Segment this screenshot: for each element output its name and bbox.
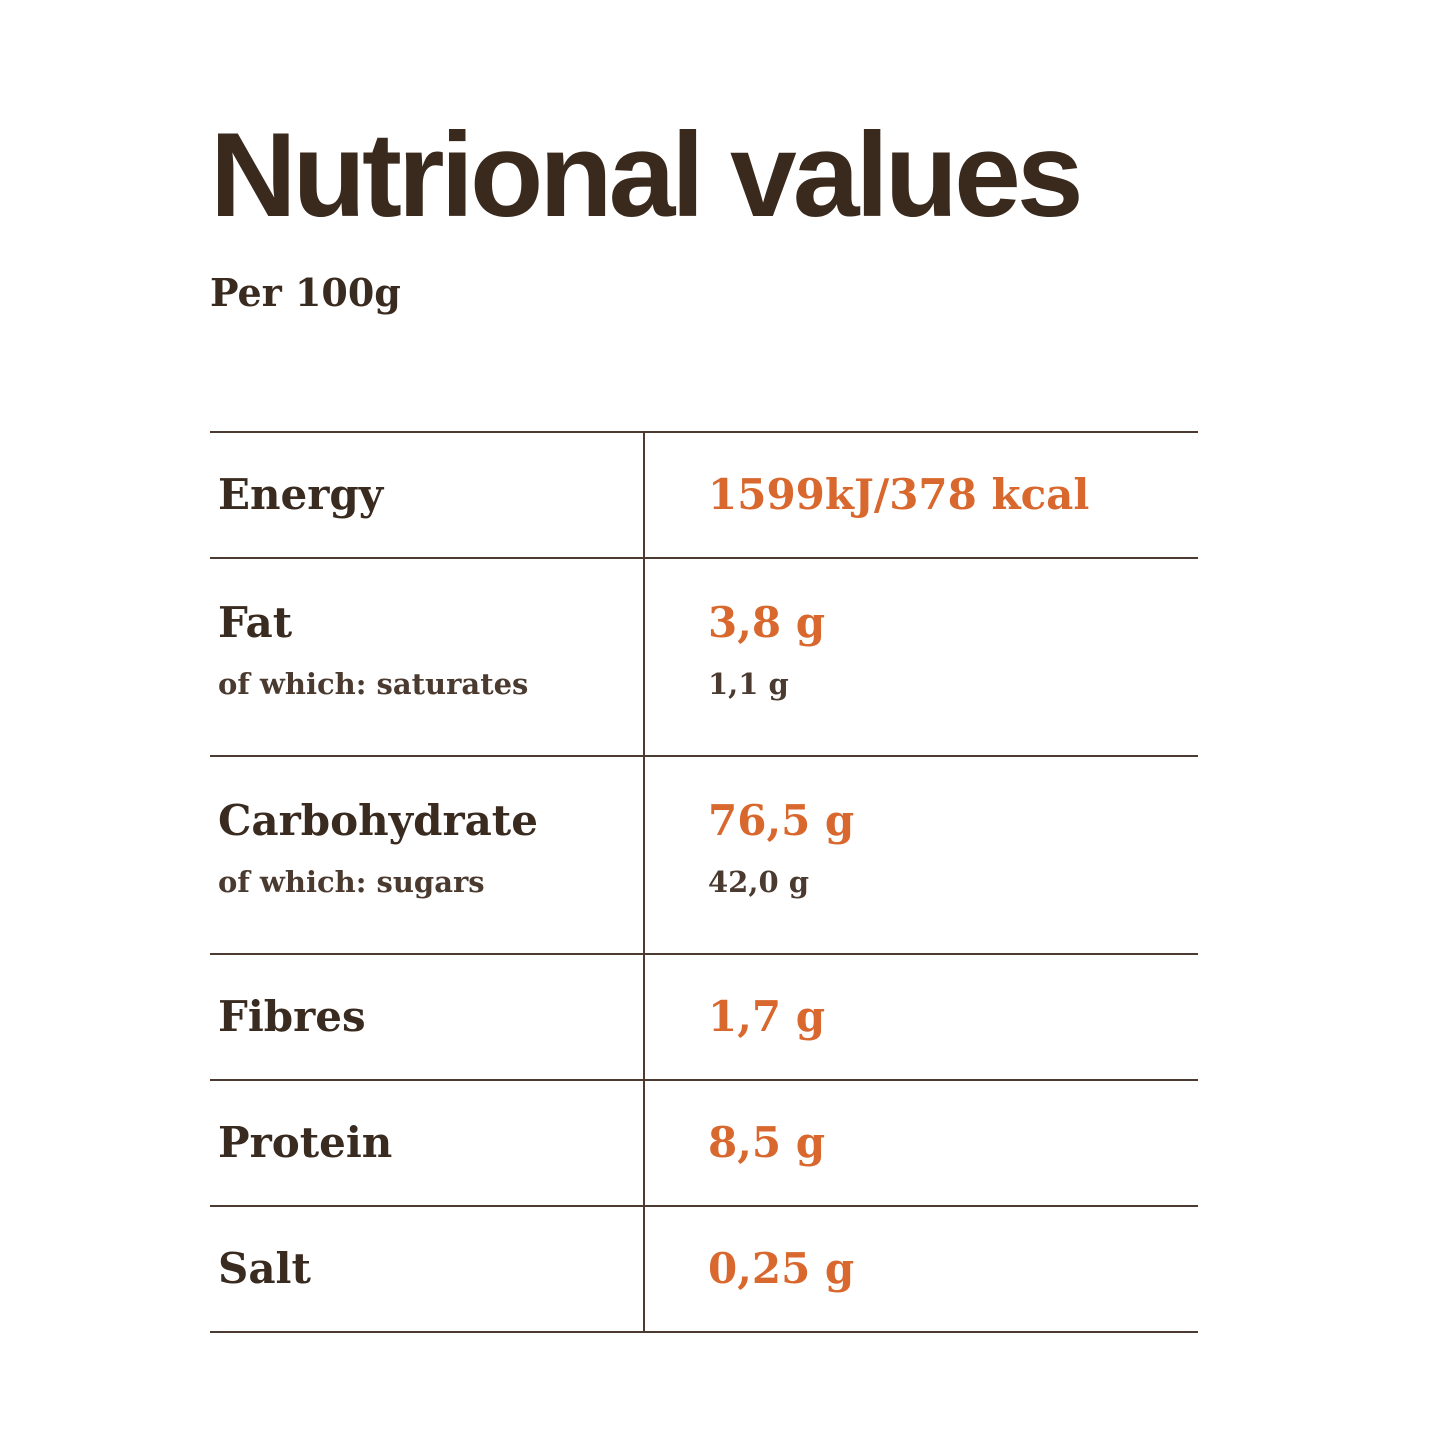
row-value-cell: 76,5 g 42,0 g bbox=[645, 757, 1198, 953]
row-label: Fibres bbox=[218, 991, 366, 1041]
row-subvalue: 42,0 g bbox=[708, 865, 810, 900]
row-label-cell: Protein bbox=[210, 1081, 645, 1205]
content-column: Nutrional values Per 100g Energy 1599kJ/… bbox=[210, 0, 1198, 1333]
row-value: 1599kJ/378 kcal bbox=[708, 469, 1090, 519]
row-value: 0,25 g bbox=[708, 1243, 855, 1293]
row-label: Protein bbox=[218, 1117, 393, 1167]
row-label: Salt bbox=[218, 1243, 311, 1293]
table-row-protein: Protein 8,5 g bbox=[210, 1079, 1198, 1205]
row-value-cell: 1,7 g bbox=[645, 955, 1198, 1079]
row-value: 3,8 g bbox=[708, 598, 826, 647]
row-label-cell: Energy bbox=[210, 433, 645, 557]
table-row-energy: Energy 1599kJ/378 kcal bbox=[210, 431, 1198, 557]
row-value-cell: 1599kJ/378 kcal bbox=[645, 433, 1198, 557]
row-label-cell: Fat of which: saturates bbox=[210, 559, 645, 755]
row-label: Energy bbox=[218, 469, 384, 519]
row-value-cell: 3,8 g 1,1 g bbox=[645, 559, 1198, 755]
row-label-cell: Carbohydrate of which: sugars bbox=[210, 757, 645, 953]
row-value-cell: 0,25 g bbox=[645, 1207, 1198, 1331]
row-sublabel: of which: sugars bbox=[218, 865, 485, 900]
table-row-fibres: Fibres 1,7 g bbox=[210, 953, 1198, 1079]
nutrition-table: Energy 1599kJ/378 kcal Fat of which: sat… bbox=[210, 431, 1198, 1333]
row-label-cell: Salt bbox=[210, 1207, 645, 1331]
row-subvalue: 1,1 g bbox=[708, 667, 789, 702]
table-row-salt: Salt 0,25 g bbox=[210, 1205, 1198, 1331]
row-value: 1,7 g bbox=[708, 991, 826, 1041]
serving-size-subtitle: Per 100g bbox=[210, 270, 401, 315]
row-label: Fat bbox=[218, 598, 293, 647]
row-value-cell: 8,5 g bbox=[645, 1081, 1198, 1205]
table-row-carbohydrate: Carbohydrate of which: sugars 76,5 g 42,… bbox=[210, 755, 1198, 953]
row-label: Carbohydrate bbox=[218, 796, 538, 845]
page-title: Nutrional values bbox=[210, 108, 1084, 242]
row-value: 8,5 g bbox=[708, 1117, 826, 1167]
row-label-cell: Fibres bbox=[210, 955, 645, 1079]
table-row-fat: Fat of which: saturates 3,8 g 1,1 g bbox=[210, 557, 1198, 755]
row-value: 76,5 g bbox=[708, 796, 855, 845]
row-sublabel: of which: saturates bbox=[218, 667, 529, 702]
